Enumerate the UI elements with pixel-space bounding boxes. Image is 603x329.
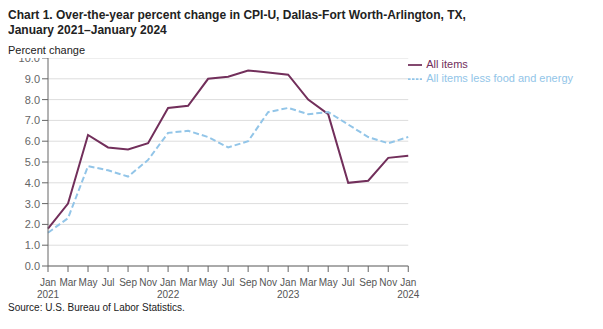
html-text:Chart 1. Over-the-year percent: Chart 1. Over-the-year percent change in…	[8, 8, 466, 22]
svg-text:6.0: 6.0	[25, 135, 40, 147]
svg-text:0.0: 0.0	[25, 260, 40, 272]
html-text:Source: U.S. Bureau of Labor S: Source: U.S. Bureau of Labor Statistics.	[8, 302, 185, 313]
svg-text:10.0: 10.0	[19, 58, 40, 64]
svg-text:Jan2022: Jan2022	[157, 277, 180, 300]
svg-text:Jan2021: Jan2021	[37, 277, 60, 300]
svg-text:Jul: Jul	[102, 277, 115, 288]
svg-text:Jul: Jul	[222, 277, 235, 288]
svg-text:Jan2024: Jan2024	[397, 277, 420, 300]
svg-text:Mar: Mar	[179, 277, 197, 288]
svg-text:2.0: 2.0	[25, 218, 40, 230]
svg-text:9.0: 9.0	[25, 73, 40, 85]
svg-text:Mar: Mar	[59, 277, 77, 288]
svg-text:1.0: 1.0	[25, 239, 40, 251]
html-text:All items less food and energy: All items less food and energy	[426, 72, 573, 85]
svg-text:May: May	[79, 277, 98, 288]
svg-text:Nov: Nov	[139, 277, 157, 288]
svg-text:7.0: 7.0	[25, 114, 40, 126]
svg-text:Jul: Jul	[342, 277, 355, 288]
svg-text:Sep: Sep	[119, 277, 137, 288]
svg-text:Sep: Sep	[239, 277, 257, 288]
svg-text:Nov: Nov	[259, 277, 277, 288]
svg-text:Sep: Sep	[359, 277, 377, 288]
svg-text:Jan2023: Jan2023	[277, 277, 300, 300]
svg-text:4.0: 4.0	[25, 177, 40, 189]
html-text:January 2021–January 2024: January 2021–January 2024	[8, 23, 167, 37]
svg-text:5.0: 5.0	[25, 156, 40, 168]
html-text:Percent change: Percent change	[8, 44, 86, 56]
svg-text:Nov: Nov	[379, 277, 397, 288]
svg-text:8.0: 8.0	[25, 94, 40, 106]
svg-text:3.0: 3.0	[25, 198, 40, 210]
svg-text:May: May	[319, 277, 338, 288]
html-text:All items: All items	[426, 58, 468, 70]
svg-text:Mar: Mar	[300, 277, 318, 288]
svg-text:May: May	[199, 277, 218, 288]
